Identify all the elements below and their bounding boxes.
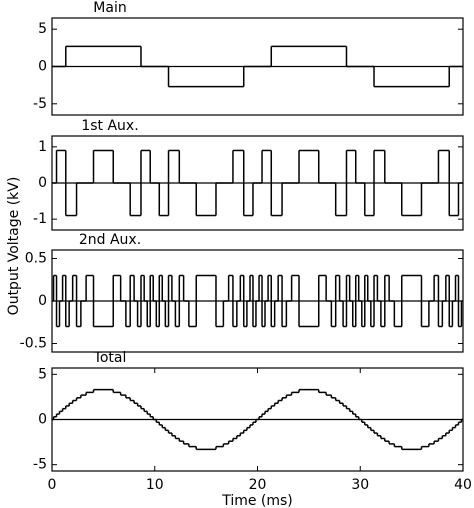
y-tick-label: 5 xyxy=(38,366,47,382)
y-tick-label: 0.5 xyxy=(25,251,47,267)
y-tick-label: 0 xyxy=(38,59,47,75)
y-tick-label: 0 xyxy=(38,293,47,309)
y-axis-label: Output Voltage (kV) xyxy=(6,177,22,316)
x-tick-label: 10 xyxy=(146,477,164,493)
panel-title: Main xyxy=(93,0,126,16)
y-tick-label: 0 xyxy=(38,412,47,428)
panel-title: 2nd Aux. xyxy=(79,232,141,248)
panel-title: 1st Aux. xyxy=(81,118,138,134)
x-tick-label: 30 xyxy=(351,477,369,493)
x-tick-label: 0 xyxy=(48,477,57,493)
y-tick-label: -0.5 xyxy=(20,336,47,352)
y-tick-label: -5 xyxy=(33,96,47,112)
y-tick-label: -1 xyxy=(33,211,47,227)
x-axis-label: Time (ms) xyxy=(221,493,293,508)
x-tick-label: 20 xyxy=(249,477,267,493)
panel-title: Total xyxy=(93,350,127,366)
y-tick-label: 1 xyxy=(38,139,47,155)
y-tick-label: 0 xyxy=(38,175,47,191)
y-tick-label: 5 xyxy=(38,21,47,37)
x-tick-label: 40 xyxy=(454,477,472,493)
y-tick-label: -5 xyxy=(33,457,47,473)
